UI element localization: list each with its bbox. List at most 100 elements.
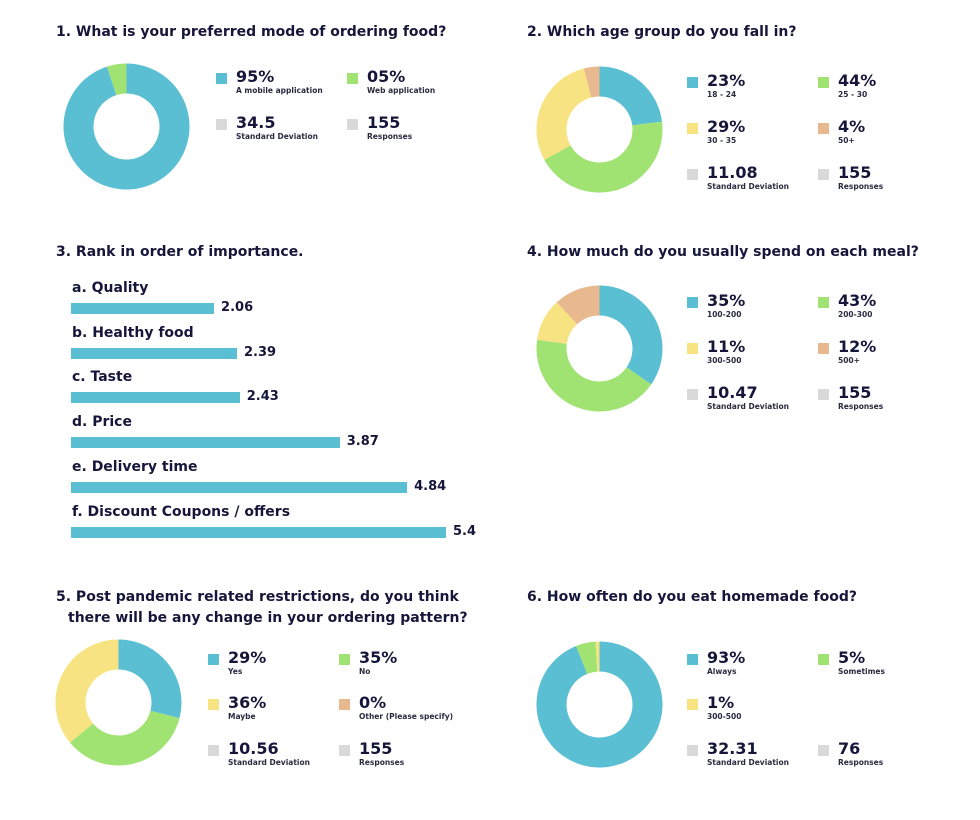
rank-value-f-discount-coupons-offers: 5.4 (453, 523, 477, 539)
rank-value-d-price: 3.87 (346, 434, 379, 450)
q4-donut (536, 285, 663, 412)
legend-label: 50+ (838, 136, 855, 145)
legend-value: 11% (707, 337, 746, 356)
legend-value: 93% (707, 648, 746, 667)
q4-title: 4. How much do you usually spend on each… (527, 244, 919, 260)
legend-swatch (818, 169, 829, 180)
legend-value: 43% (838, 291, 877, 310)
rank-bar-d-price (71, 437, 340, 449)
donut-slice-50- (583, 66, 600, 98)
rank-label-f-discount-coupons-offers: f. Discount Coupons / offers (72, 503, 291, 520)
legend-value: 4% (838, 117, 866, 136)
legend-value: 44% (838, 71, 877, 90)
legend-label: Standard Deviation (707, 758, 789, 767)
rank-value-c-taste: 2.43 (246, 389, 279, 405)
rank-bar-e-delivery-time (71, 481, 408, 493)
donut-slice-100-200 (599, 285, 663, 385)
legend-value: 34.5 (236, 113, 276, 132)
legend-swatch (687, 389, 698, 400)
donut-slice-500- (556, 285, 600, 325)
legend-label: 30 - 35 (707, 136, 737, 145)
q6-donut (536, 641, 663, 768)
donut-slice-200-300 (536, 339, 652, 412)
donut-slice-30-35 (536, 68, 592, 160)
legend-label: Standard Deviation (236, 132, 318, 141)
legend-value: 29% (707, 117, 746, 136)
legend-swatch (687, 654, 698, 665)
legend-value: 0% (359, 693, 387, 712)
legend-label: Responses (838, 758, 884, 767)
rank-bar-b-healthy-food (71, 347, 237, 359)
legend-label: Standard Deviation (228, 758, 310, 767)
legend-swatch (818, 745, 829, 756)
legend-value: 35% (707, 291, 746, 310)
donut-slice-300-500 (537, 302, 578, 344)
legend-label: 200-300 (838, 310, 873, 319)
q6-title: 6. How often do you eat homemade food? (527, 589, 857, 605)
legend-swatch (687, 77, 698, 88)
legend-value: 29% (228, 648, 267, 667)
legend-value: 36% (228, 693, 267, 712)
legend-value: 10.56 (228, 739, 279, 758)
rank-bar-f-discount-coupons-offers (71, 526, 446, 538)
donut-slice-always (536, 641, 663, 768)
legend-swatch (216, 119, 227, 130)
legend-label: 300-500 (707, 712, 742, 721)
donut-slice-maybe (55, 639, 119, 743)
rank-value-e-delivery-time: 4.84 (414, 478, 447, 494)
legend-swatch (347, 119, 358, 130)
legend-value: 12% (838, 337, 877, 356)
legend-value: 11.08 (707, 163, 758, 182)
legend-swatch (347, 73, 358, 84)
q2-donut (536, 66, 663, 193)
donut-slice-18-24 (599, 66, 663, 126)
legend-value: 05% (367, 67, 406, 86)
legend-value: 155 (359, 739, 393, 758)
legend-swatch (818, 343, 829, 354)
q5-title-line-1: 5. Post pandemic related restrictions, d… (56, 589, 459, 605)
rank-label-b-healthy-food: b. Healthy food (72, 324, 194, 341)
legend-value: 95% (236, 67, 275, 86)
donut-slice-a-mobile-application (63, 63, 190, 190)
legend-value: 155 (367, 113, 401, 132)
legend-swatch (687, 343, 698, 354)
legend-label: Always (707, 667, 737, 676)
legend-label: 18 - 24 (707, 90, 737, 99)
legend-label: No (359, 667, 371, 676)
rank-bar-a-quality (71, 303, 215, 314)
q2-title: 2. Which age group do you fall in? (527, 24, 797, 40)
rank-value-a-quality: 2.06 (221, 300, 254, 315)
legend-label: Responses (838, 402, 884, 411)
legend-label: 25 - 30 (838, 90, 868, 99)
rank-label-c-taste: c. Taste (72, 369, 133, 386)
legend-swatch (208, 699, 219, 710)
donut-slice-yes (118, 639, 182, 719)
legend-value: 23% (707, 71, 746, 90)
q1-donut (63, 63, 190, 190)
legend-swatch (208, 654, 219, 665)
legend-swatch (818, 123, 829, 134)
q1-title: 1. What is your preferred mode of orderi… (56, 24, 447, 40)
rank-bar-c-taste (71, 392, 240, 404)
legend-label: Responses (359, 758, 405, 767)
legend-label: Standard Deviation (707, 402, 789, 411)
legend-label: 300-500 (707, 356, 742, 365)
legend-swatch (687, 745, 698, 756)
legend-swatch (339, 699, 350, 710)
legend-swatch (216, 73, 227, 84)
legend-label: Sometimes (838, 667, 885, 676)
legend-label: 100-200 (707, 310, 742, 319)
legend-label: A mobile application (236, 86, 323, 95)
legend-swatch (339, 745, 350, 756)
legend-swatch (818, 77, 829, 88)
legend-swatch (818, 389, 829, 400)
legend-label: 500+ (838, 356, 860, 365)
legend-label: Responses (367, 132, 413, 141)
donut-slice-no (69, 710, 180, 766)
legend-swatch (339, 654, 350, 665)
legend-swatch (687, 123, 698, 134)
rank-label-e-delivery-time: e. Delivery time (72, 458, 198, 475)
q5-donut (55, 639, 182, 766)
donut-slice-25-30 (544, 121, 663, 193)
donut-slice-sometimes (576, 641, 598, 674)
